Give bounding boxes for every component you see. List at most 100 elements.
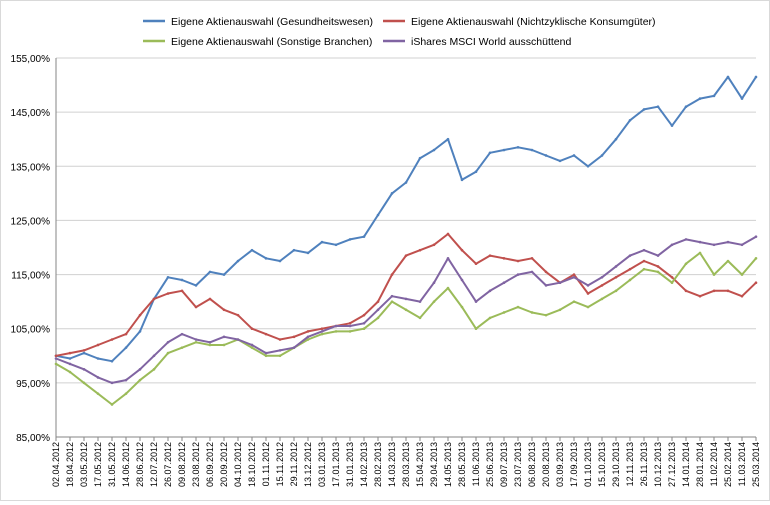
data-point: [530, 148, 534, 152]
data-point: [516, 146, 520, 149]
data-point: [712, 289, 716, 293]
x-tick-label: 12.07.2012: [149, 442, 159, 487]
data-point: [250, 327, 254, 331]
data-point: [362, 313, 366, 317]
data-point: [194, 340, 198, 344]
data-point: [236, 338, 240, 341]
data-point: [68, 351, 72, 355]
data-point: [614, 289, 618, 293]
x-tick-label: 12.11.2013: [625, 442, 635, 486]
data-point: [600, 154, 604, 157]
data-point: [754, 235, 758, 238]
x-tick-label: 26.07.2012: [163, 442, 173, 487]
legend-label: Eigene Aktienauswahl (Sonstige Branchen): [171, 36, 372, 48]
x-tick-label: 11.03.2014: [737, 442, 747, 486]
data-point: [432, 300, 436, 303]
data-point: [320, 327, 324, 331]
x-tick-label: 29.04.2013: [429, 442, 439, 487]
data-point: [614, 265, 618, 268]
x-tick-label: 04.10.2012: [233, 442, 243, 487]
data-point: [432, 281, 436, 284]
data-point: [166, 351, 170, 355]
x-tick-label: 26.11.2013: [639, 442, 649, 486]
x-tick-label: 28.01.2014: [695, 442, 705, 487]
data-point: [642, 259, 646, 263]
data-point: [474, 170, 478, 173]
x-tick-label: 29.11.2012: [289, 442, 299, 486]
data-point: [656, 270, 660, 274]
x-tick-label: 25.02.2014: [723, 442, 733, 487]
data-point: [726, 240, 730, 244]
data-point: [96, 343, 100, 347]
data-point: [82, 351, 86, 355]
data-point: [306, 335, 310, 339]
data-point: [96, 392, 100, 395]
data-point: [656, 254, 660, 257]
data-point: [516, 305, 520, 309]
x-tick-label: 27.12.2013: [667, 442, 677, 487]
x-tick-label: 31.05.2012: [107, 442, 117, 487]
data-point: [208, 340, 212, 344]
data-point: [418, 156, 422, 160]
data-point: [278, 259, 282, 263]
legend-label: iShares MSCI World ausschüttend: [411, 36, 571, 48]
data-point: [446, 286, 450, 290]
x-tick-label: 23.07.2013: [513, 442, 523, 487]
data-point: [558, 281, 562, 284]
data-point: [460, 248, 464, 252]
data-point: [726, 259, 730, 263]
data-point: [278, 338, 282, 341]
data-point: [54, 362, 58, 366]
data-point: [642, 108, 646, 111]
data-point: [390, 300, 394, 303]
data-point: [488, 151, 492, 155]
data-point: [558, 308, 562, 312]
data-point: [726, 75, 730, 79]
data-point: [502, 148, 506, 152]
data-point: [404, 308, 408, 312]
data-point: [152, 354, 156, 358]
data-point: [166, 275, 170, 279]
data-point: [362, 327, 366, 331]
data-point: [698, 294, 702, 298]
data-point: [376, 316, 380, 320]
data-point: [166, 340, 170, 344]
data-point: [390, 294, 394, 298]
x-tick-label: 14.02.2013: [359, 442, 369, 487]
data-point: [180, 332, 184, 336]
data-point: [222, 343, 226, 347]
data-point: [460, 305, 464, 309]
x-tick-label: 15.04.2013: [415, 442, 425, 487]
data-point: [292, 335, 296, 339]
data-point: [82, 381, 86, 385]
data-point: [502, 311, 506, 314]
data-point: [754, 281, 758, 284]
data-point: [446, 137, 450, 141]
data-point: [110, 381, 114, 385]
data-point: [698, 251, 702, 255]
data-point: [740, 243, 744, 247]
x-tick-label: 03.05.2012: [79, 442, 89, 487]
x-tick-label: 18.04.2012: [65, 442, 75, 487]
data-point: [698, 240, 702, 244]
data-point: [348, 238, 352, 241]
data-point: [670, 124, 674, 127]
data-point: [180, 346, 184, 349]
data-point: [558, 159, 562, 163]
data-point: [152, 368, 156, 371]
data-point: [474, 262, 478, 266]
data-point: [544, 313, 548, 317]
data-point: [754, 75, 758, 79]
data-point: [194, 305, 198, 309]
data-point: [180, 278, 184, 282]
y-tick-label: 125,00%: [11, 216, 51, 227]
data-point: [418, 316, 422, 320]
data-point: [54, 357, 58, 360]
data-point: [544, 270, 548, 274]
data-point: [726, 289, 730, 293]
data-point: [292, 248, 296, 252]
y-tick-label: 95,00%: [16, 379, 50, 390]
data-point: [110, 403, 114, 406]
x-tick-label: 17.01.2013: [331, 442, 341, 487]
